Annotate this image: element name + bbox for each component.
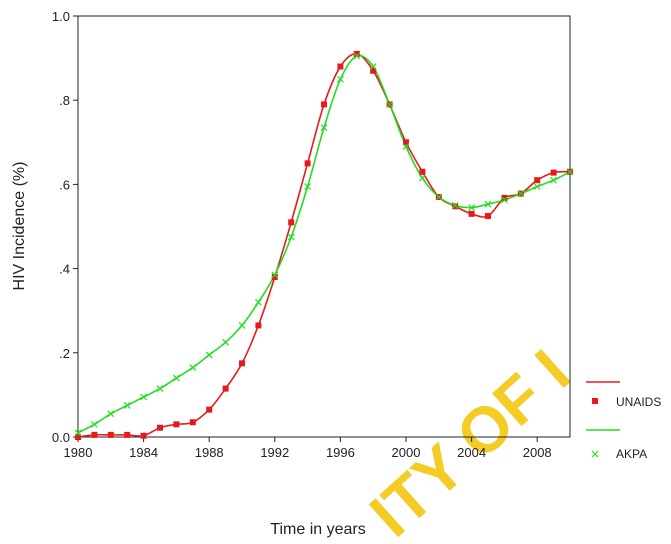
data-point-akpa bbox=[484, 200, 492, 208]
data-point-akpa bbox=[386, 100, 394, 108]
data-point-akpa bbox=[123, 402, 131, 409]
legend-akpa-label: AKPA bbox=[616, 447, 647, 461]
y-tick-label: 0.0 bbox=[52, 430, 70, 445]
legend-unaids-marker bbox=[592, 398, 598, 404]
data-point-unaids bbox=[419, 168, 426, 175]
data-point-akpa bbox=[517, 190, 525, 198]
x-tick-label: 2008 bbox=[523, 445, 552, 460]
data-point-unaids bbox=[501, 194, 508, 201]
data-point-akpa bbox=[90, 420, 98, 428]
data-point-unaids bbox=[304, 160, 311, 167]
data-point-akpa bbox=[533, 183, 541, 190]
x-tick-label: 1980 bbox=[64, 445, 93, 460]
x-axis-title: Time in years bbox=[270, 521, 365, 538]
data-point-akpa bbox=[451, 202, 459, 209]
data-point-akpa bbox=[550, 176, 558, 184]
data-point-akpa bbox=[468, 204, 476, 211]
data-point-unaids bbox=[485, 212, 491, 219]
data-point-unaids bbox=[370, 67, 377, 74]
series-markers bbox=[74, 50, 574, 440]
data-point-akpa bbox=[238, 322, 246, 329]
data-point-unaids bbox=[239, 360, 245, 367]
data-point-unaids bbox=[222, 385, 229, 392]
x-tick-label: 1992 bbox=[260, 445, 289, 460]
watermark: ITY OF I bbox=[356, 336, 583, 544]
data-point-unaids bbox=[75, 434, 81, 440]
x-tick-label: 1984 bbox=[129, 445, 158, 460]
data-point-akpa bbox=[107, 410, 115, 418]
data-point-akpa bbox=[435, 193, 443, 201]
data-point-unaids bbox=[173, 421, 180, 428]
data-point-akpa bbox=[336, 75, 344, 83]
y-tick-label: .4 bbox=[59, 262, 70, 277]
data-point-unaids bbox=[255, 322, 262, 329]
data-point-unaids bbox=[189, 419, 196, 426]
x-tick-label: 1996 bbox=[326, 445, 355, 460]
data-point-unaids bbox=[468, 210, 475, 217]
y-tick-label: .6 bbox=[59, 177, 70, 192]
data-point-akpa bbox=[254, 298, 262, 306]
data-point-akpa bbox=[222, 338, 230, 346]
data-point-akpa bbox=[402, 143, 410, 150]
data-point-akpa bbox=[74, 429, 82, 437]
watermark-text: ITY OF I bbox=[356, 336, 583, 544]
x-tick-label: 1988 bbox=[195, 445, 224, 460]
data-point-akpa bbox=[320, 124, 328, 131]
data-point-akpa bbox=[353, 52, 361, 60]
data-point-akpa bbox=[172, 374, 180, 382]
data-point-akpa bbox=[156, 385, 164, 393]
data-point-unaids bbox=[140, 432, 147, 439]
data-point-unaids bbox=[107, 431, 114, 438]
data-point-akpa bbox=[271, 271, 279, 279]
ticks: 1980 1984 1988 1992 1996 2000 2004 2008 0.0 .2 .4.… bbox=[52, 9, 552, 460]
y-tick-label: .2 bbox=[59, 346, 70, 361]
y-axis-title: HIV Incidence (%) bbox=[11, 162, 28, 291]
data-point-akpa bbox=[287, 233, 295, 241]
data-point-akpa bbox=[566, 168, 574, 176]
data-point-unaids bbox=[534, 177, 541, 184]
x-tick-label: 2004 bbox=[457, 445, 486, 460]
data-point-unaids bbox=[124, 431, 131, 438]
plot-area bbox=[77, 15, 571, 438]
data-point-unaids bbox=[271, 274, 278, 281]
data-point-akpa bbox=[205, 351, 213, 359]
data-point-unaids bbox=[550, 169, 557, 176]
data-point-unaids bbox=[157, 424, 163, 431]
y-tick-label: .8 bbox=[59, 93, 70, 108]
data-point-akpa bbox=[500, 196, 508, 204]
y-tick-label: 1.0 bbox=[52, 9, 70, 24]
data-point-unaids bbox=[288, 219, 295, 226]
data-point-akpa bbox=[140, 393, 148, 401]
data-point-unaids bbox=[337, 63, 344, 70]
data-point-akpa bbox=[189, 364, 197, 371]
data-point-unaids bbox=[206, 406, 213, 413]
data-point-unaids bbox=[321, 101, 327, 108]
x-tick-label: 2000 bbox=[392, 445, 421, 460]
data-point-akpa bbox=[418, 174, 426, 182]
legend: UNAIDS AKPA bbox=[586, 381, 661, 461]
legend-akpa-marker bbox=[591, 450, 599, 458]
data-point-akpa bbox=[304, 183, 312, 190]
data-point-unaids bbox=[353, 50, 360, 57]
legend-unaids-label: UNAIDS bbox=[616, 395, 661, 409]
data-point-unaids bbox=[91, 431, 98, 438]
data-point-akpa bbox=[369, 63, 377, 70]
data-point-unaids bbox=[403, 139, 409, 146]
